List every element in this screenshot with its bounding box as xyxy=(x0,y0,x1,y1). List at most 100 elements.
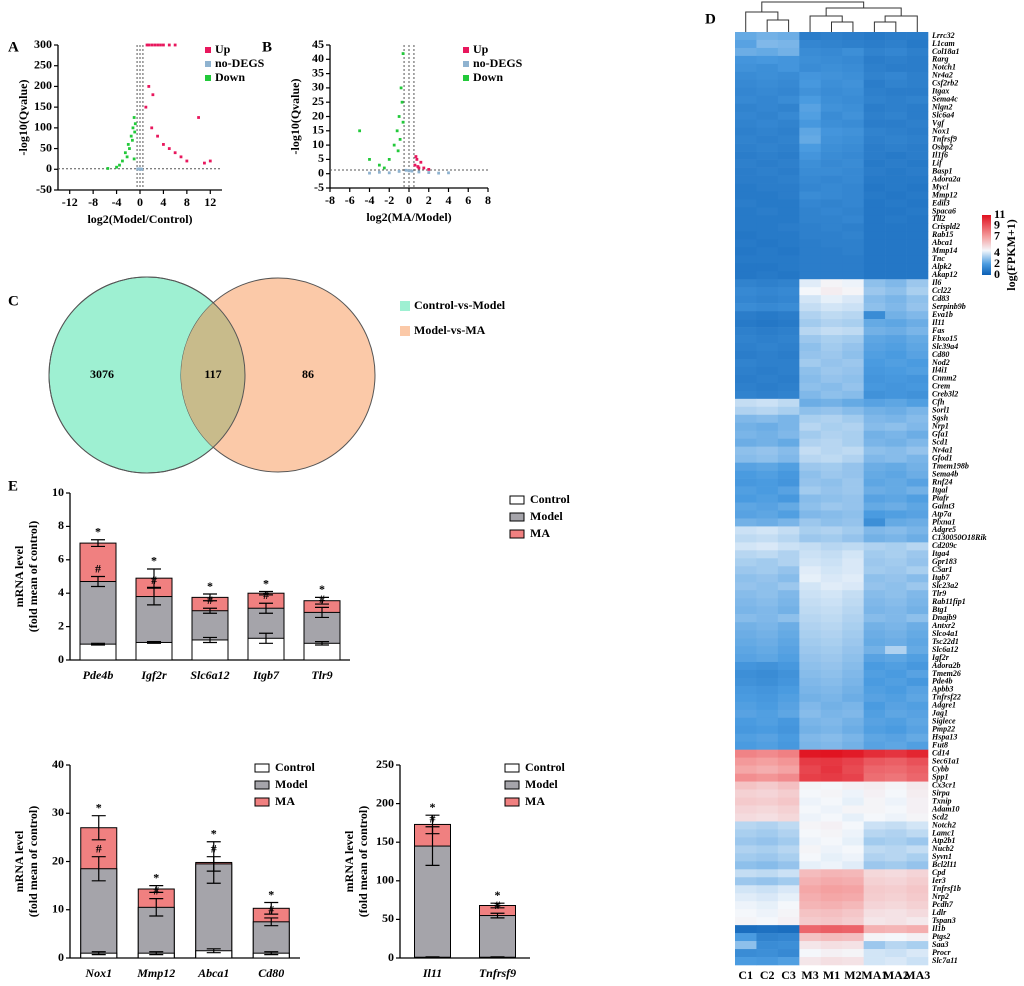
heat-cell xyxy=(842,646,864,655)
heat-cell xyxy=(799,646,822,655)
heat-cell xyxy=(777,574,800,583)
heat-cell xyxy=(842,159,864,168)
heat-cell xyxy=(863,159,886,168)
heat-cell xyxy=(842,430,864,439)
heat-cell xyxy=(777,343,800,352)
legend-label: Model xyxy=(525,777,558,791)
heat-cell xyxy=(820,223,843,232)
heat-cell xyxy=(863,438,886,447)
heat-cell xyxy=(799,558,822,567)
heat-cell xyxy=(863,765,886,774)
heat-cell xyxy=(885,175,907,184)
heat-cell xyxy=(863,725,886,735)
point xyxy=(368,158,371,161)
colorbar-tick-label: 9 xyxy=(994,218,1000,232)
heat-cell xyxy=(777,757,800,766)
heat-cell xyxy=(820,917,843,926)
heat-cell xyxy=(863,319,886,328)
heat-cell xyxy=(906,39,929,49)
heat-cell xyxy=(842,271,864,280)
dendrogram xyxy=(831,21,854,32)
heat-cell xyxy=(842,279,864,288)
heat-cell xyxy=(842,207,864,216)
heat-cell xyxy=(842,303,864,312)
heat-cell xyxy=(820,191,843,200)
heat-cell xyxy=(777,765,800,774)
heat-cell xyxy=(777,95,800,105)
point xyxy=(413,163,417,167)
heat-cell xyxy=(885,805,907,814)
heat-cell xyxy=(756,949,779,958)
heat-cell xyxy=(906,47,929,57)
heat-cell xyxy=(863,582,886,591)
heat-cell xyxy=(863,925,886,934)
gene-label: Cnnm2 xyxy=(932,374,956,383)
heat-cell xyxy=(756,869,779,878)
heat-cell xyxy=(777,247,800,256)
heat-cell xyxy=(756,606,779,615)
y-tick-label: -5 xyxy=(314,180,324,194)
gene-label: Slc23a2 xyxy=(932,581,958,590)
heat-cell xyxy=(756,789,779,798)
point xyxy=(401,120,405,124)
heat-cell xyxy=(885,733,907,743)
heat-cell xyxy=(756,430,779,439)
legend-swatch xyxy=(463,75,469,81)
heat-cell xyxy=(777,829,800,838)
heat-cell xyxy=(885,669,907,679)
heat-cell xyxy=(906,103,929,113)
heat-cell xyxy=(863,550,886,559)
heat-cell xyxy=(885,566,907,575)
error-bar xyxy=(203,593,217,602)
heat-cell xyxy=(735,263,757,272)
column-label: M3 xyxy=(801,968,818,982)
heat-cell xyxy=(885,757,907,766)
heat-cell xyxy=(863,558,886,567)
y-tick-label: 0 xyxy=(388,950,394,964)
heat-cell xyxy=(906,32,929,41)
heat-cell xyxy=(820,757,843,766)
heat-cell xyxy=(906,207,929,216)
heat-cell xyxy=(820,263,843,272)
heat-cell xyxy=(863,590,886,599)
heat-cell xyxy=(735,669,757,679)
heat-cell xyxy=(842,837,864,846)
legend-swatch xyxy=(509,512,525,522)
heat-cell xyxy=(756,534,779,543)
heat-cell xyxy=(906,677,929,687)
y-tick-label: 30 xyxy=(312,80,324,94)
heat-cell xyxy=(756,542,779,551)
heat-cell xyxy=(842,478,864,487)
heat-cell xyxy=(799,183,822,192)
heat-cell xyxy=(842,534,864,543)
heat-cell xyxy=(799,542,822,551)
heat-cell xyxy=(777,590,800,599)
heat-cell xyxy=(799,319,822,328)
heat-cell xyxy=(735,350,757,360)
heat-cell xyxy=(756,63,779,73)
heat-cell xyxy=(906,917,929,926)
heat-cell xyxy=(863,630,886,639)
venn-overlap xyxy=(181,278,245,472)
point xyxy=(427,171,431,174)
heat-cell xyxy=(799,741,822,750)
heat-cell xyxy=(820,398,843,408)
heat-cell xyxy=(842,853,864,862)
heat-cell xyxy=(777,390,800,400)
heat-cell xyxy=(885,71,907,81)
heat-cell xyxy=(799,255,822,264)
heat-cell xyxy=(735,789,757,798)
heat-cell xyxy=(842,877,864,886)
gene-label: Jag1 xyxy=(931,709,948,718)
heat-cell xyxy=(756,247,779,256)
heat-cell xyxy=(799,398,822,408)
x-tick-label: 8 xyxy=(485,193,491,207)
heat-cell xyxy=(799,215,822,224)
heat-cell xyxy=(885,821,907,830)
y-tick-label: 20 xyxy=(52,853,64,867)
heat-cell xyxy=(735,63,757,73)
heat-cell xyxy=(820,789,843,798)
heat-cell xyxy=(756,303,779,312)
x-tick-label: -8 xyxy=(325,193,335,207)
heat-cell xyxy=(799,151,822,160)
